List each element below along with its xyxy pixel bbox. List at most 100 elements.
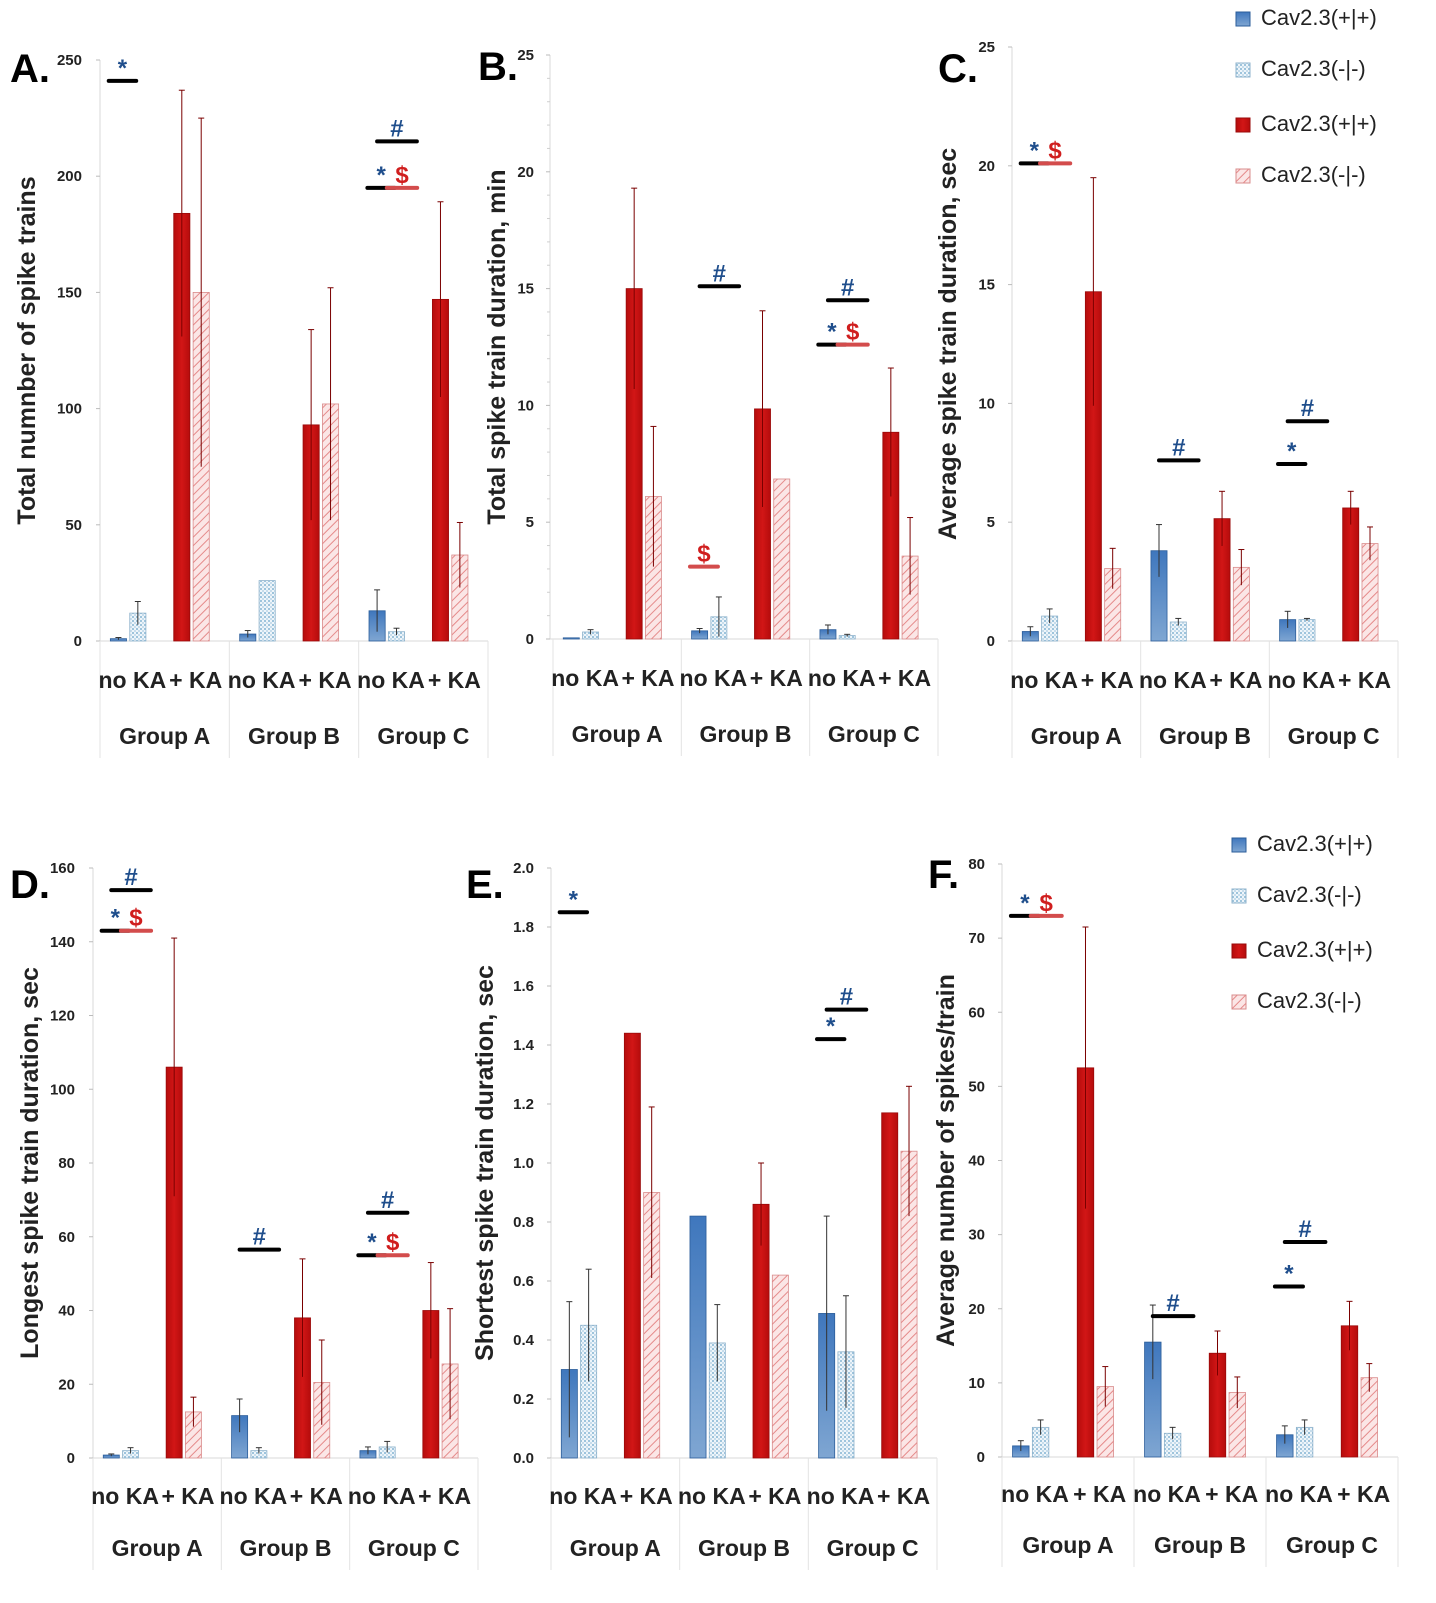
y-tick-label: 30 bbox=[968, 1227, 985, 1244]
significance-symbol: * bbox=[569, 886, 579, 913]
y-tick-label: 5 bbox=[526, 514, 534, 531]
group-label: Group C bbox=[377, 723, 469, 749]
condition-label: + KA bbox=[1081, 667, 1134, 693]
significance-symbol: $ bbox=[1048, 137, 1062, 164]
y-tick-label: 2.0 bbox=[513, 860, 534, 877]
y-tick-label: 0.8 bbox=[513, 1214, 534, 1231]
condition-label: no KA bbox=[220, 1483, 288, 1509]
significance-symbol: $ bbox=[395, 162, 409, 189]
bar bbox=[1298, 619, 1316, 642]
condition-label: + KA bbox=[1209, 667, 1262, 693]
y-tick-label: 80 bbox=[968, 856, 985, 873]
legend: Cav2.3(+|+) Cav2.3(-|-) Cav2.3(+|+) Cav2.3(… bbox=[1231, 831, 1373, 1013]
significance-symbol: # bbox=[381, 1187, 394, 1214]
y-tick-label: 20 bbox=[58, 1376, 75, 1393]
legend-swatch bbox=[1235, 11, 1251, 27]
group-label: Group C bbox=[827, 1535, 919, 1561]
y-tick-label: 10 bbox=[968, 1375, 985, 1392]
y-tick-label: 0 bbox=[74, 633, 82, 650]
condition-label: no KA bbox=[807, 1483, 875, 1509]
y-tick-label: 20 bbox=[517, 164, 534, 181]
legend: Cav2.3(+|+) Cav2.3(-|-) Cav2.3(+|+) Cav2.3(… bbox=[1235, 5, 1377, 187]
y-tick-label: 60 bbox=[58, 1229, 75, 1246]
condition-label: no KA bbox=[551, 665, 619, 691]
bar bbox=[562, 637, 580, 640]
legend-swatch bbox=[1231, 837, 1247, 853]
condition-label: no KA bbox=[357, 667, 425, 693]
group-label: Group B bbox=[698, 1535, 790, 1561]
panel-a: 0 50 100 150 200 250 Total numnber of spike tr… bbox=[10, 47, 489, 758]
y-axis-label: Average spike train duration, sec bbox=[934, 148, 962, 540]
condition-label: no KA bbox=[91, 1483, 159, 1509]
condition-label: + KA bbox=[1073, 1481, 1126, 1507]
bar bbox=[771, 1274, 789, 1459]
y-tick-label: 0 bbox=[67, 1450, 75, 1467]
condition-label: no KA bbox=[1139, 667, 1207, 693]
y-tick-label: 20 bbox=[978, 158, 995, 175]
significance-symbol: * bbox=[1284, 1261, 1294, 1288]
y-tick-label: 15 bbox=[978, 277, 995, 294]
significance-symbol: * bbox=[111, 905, 121, 932]
y-tick-label: 40 bbox=[58, 1303, 75, 1320]
significance-symbol: # bbox=[1301, 395, 1314, 422]
panel-letter: F. bbox=[928, 853, 959, 897]
y-tick-label: 25 bbox=[978, 39, 995, 56]
condition-label: + KA bbox=[290, 1483, 343, 1509]
condition-label: no KA bbox=[1265, 1481, 1333, 1507]
y-tick-label: 1.6 bbox=[513, 978, 534, 995]
significance-symbol: * bbox=[376, 162, 386, 189]
legend-swatch bbox=[1231, 994, 1247, 1010]
group-label: Group A bbox=[570, 1535, 661, 1561]
condition-label: + KA bbox=[1337, 1481, 1390, 1507]
y-tick-label: 1.2 bbox=[513, 1096, 534, 1113]
condition-label: + KA bbox=[621, 665, 674, 691]
y-tick-label: 0.2 bbox=[513, 1391, 534, 1408]
condition-label: no KA bbox=[1010, 667, 1078, 693]
bar bbox=[773, 478, 791, 640]
y-tick-label: 0 bbox=[987, 633, 995, 650]
legend-swatch bbox=[1235, 168, 1251, 184]
group-label: Group A bbox=[1031, 723, 1122, 749]
significance-symbol: * bbox=[367, 1229, 377, 1256]
condition-label: + KA bbox=[1205, 1481, 1258, 1507]
group-label: Group C bbox=[828, 721, 920, 747]
y-tick-label: 1.8 bbox=[513, 919, 534, 936]
condition-label: + KA bbox=[877, 1483, 930, 1509]
group-label: Group A bbox=[119, 723, 210, 749]
bar bbox=[689, 1215, 707, 1459]
legend-swatch bbox=[1231, 888, 1247, 904]
significance-symbol: # bbox=[253, 1224, 266, 1251]
panel-f: 0 10 20 30 40 50 60 70 80 Average number of spike… bbox=[928, 853, 1399, 1567]
significance-symbol: $ bbox=[846, 319, 860, 346]
y-tick-label: 200 bbox=[57, 168, 82, 185]
condition-label: no KA bbox=[228, 667, 296, 693]
group-label: Group C bbox=[368, 1535, 460, 1561]
y-tick-label: 120 bbox=[50, 1008, 75, 1025]
condition-label: no KA bbox=[348, 1483, 416, 1509]
y-tick-label: 1.4 bbox=[513, 1037, 535, 1054]
group-label: Group A bbox=[1022, 1532, 1113, 1558]
y-tick-label: 70 bbox=[968, 930, 985, 947]
significance-symbol: $ bbox=[697, 541, 711, 568]
y-tick-label: 25 bbox=[517, 47, 534, 64]
legend-label: Cav2.3(+|+) bbox=[1257, 937, 1373, 962]
y-tick-label: 0.0 bbox=[513, 1450, 534, 1467]
group-label: Group A bbox=[112, 1535, 203, 1561]
significance-symbol: * bbox=[827, 319, 837, 346]
y-tick-label: 150 bbox=[57, 284, 82, 301]
significance-symbol: * bbox=[1020, 890, 1030, 917]
condition-label: + KA bbox=[878, 665, 931, 691]
legends: Cav2.3(+|+) Cav2.3(-|-) Cav2.3(+|+) Cav2.3(… bbox=[1231, 5, 1377, 1013]
legend-label: Cav2.3(-|-) bbox=[1261, 56, 1366, 81]
group-label: Group B bbox=[700, 721, 792, 747]
condition-label: no KA bbox=[678, 1483, 746, 1509]
significance-symbol: * bbox=[1287, 438, 1297, 465]
y-axis-label: Total numnber of spike trains bbox=[13, 176, 41, 524]
significance-symbol: # bbox=[841, 274, 854, 301]
y-tick-label: 10 bbox=[978, 395, 995, 412]
significance-symbol: # bbox=[1298, 1216, 1311, 1243]
y-tick-label: 50 bbox=[65, 517, 82, 534]
condition-label: + KA bbox=[428, 667, 481, 693]
group-label: Group B bbox=[248, 723, 340, 749]
significance-symbol: $ bbox=[129, 905, 143, 932]
